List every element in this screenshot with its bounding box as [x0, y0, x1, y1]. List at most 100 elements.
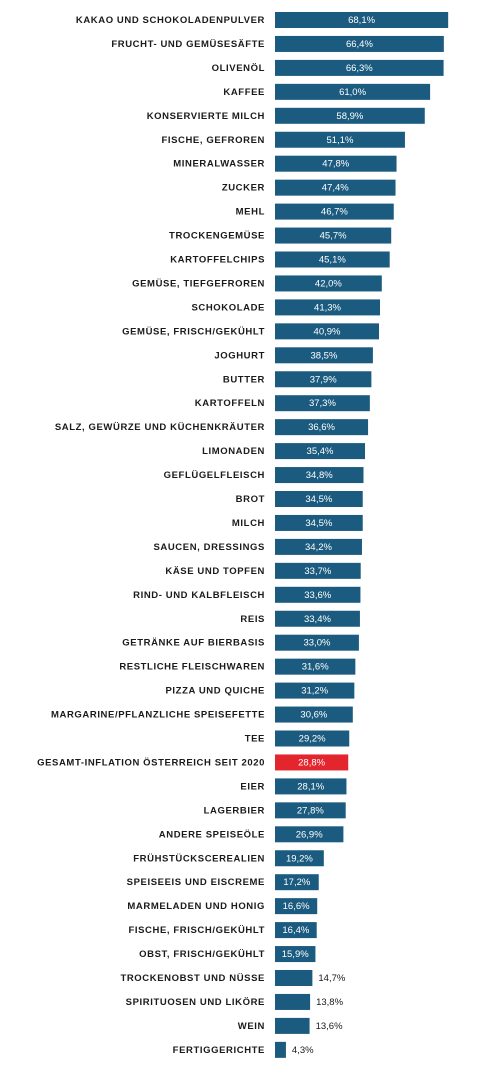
value-label: 42,0%	[315, 278, 342, 289]
value-label: 14,7%	[318, 973, 345, 984]
category-label: GEFLÜGELFLEISCH	[164, 470, 265, 481]
bar	[275, 443, 366, 460]
value-label: 4,3%	[292, 1045, 314, 1056]
category-label: FRÜHSTÜCKSCEREALIEN	[133, 853, 265, 864]
category-label: OLIVENÖL	[212, 63, 265, 74]
bar	[275, 491, 363, 507]
category-label: PIZZA UND QUICHE	[166, 686, 266, 697]
bar	[275, 826, 344, 843]
category-label: FISCHE, FRISCH/GEKÜHLT	[128, 925, 265, 936]
bar	[275, 203, 394, 220]
bar	[275, 514, 363, 531]
bar	[275, 227, 392, 244]
bar	[275, 35, 444, 52]
category-label: FERTIGGERICHTE	[173, 1045, 265, 1056]
bar	[275, 179, 396, 196]
bar	[275, 850, 324, 867]
bar	[275, 730, 350, 747]
value-label: 61,0%	[339, 87, 366, 98]
bar	[275, 586, 361, 603]
value-label: 46,7%	[321, 207, 348, 218]
bar	[275, 634, 359, 651]
value-label: 58,9%	[336, 111, 363, 122]
category-label: WEIN	[238, 1021, 265, 1032]
bar	[275, 562, 361, 579]
value-label: 68,1%	[348, 15, 375, 26]
bar	[275, 658, 356, 675]
category-label: BROT	[236, 494, 265, 505]
value-label: 47,8%	[322, 159, 349, 170]
value-label: 15,9%	[282, 949, 309, 960]
bar	[275, 83, 431, 100]
bar	[275, 59, 444, 76]
value-label: 31,6%	[302, 662, 329, 673]
value-label: 28,8%	[298, 757, 325, 768]
category-label: RESTLICHE FLEISCHWAREN	[119, 662, 265, 673]
category-label: BUTTER	[223, 374, 265, 385]
value-label: 29,2%	[299, 734, 326, 745]
category-label: MEHL	[236, 207, 265, 218]
value-label: 33,7%	[304, 566, 331, 577]
category-label: GESAMT-INFLATION ÖSTERREICH SEIT 2020	[37, 757, 265, 768]
category-label: KAKAO UND SCHOKOLADENPULVER	[76, 15, 265, 26]
value-label: 34,5%	[305, 494, 332, 505]
value-label: 51,1%	[327, 135, 354, 146]
category-label: MARMELADEN UND HONIG	[127, 901, 265, 912]
bar	[275, 682, 355, 699]
value-label: 13,8%	[316, 997, 343, 1008]
value-label: 13,6%	[316, 1021, 343, 1032]
category-label: SAUCEN, DRESSINGS	[153, 542, 265, 553]
value-label: 37,3%	[309, 398, 336, 409]
value-label: 35,4%	[307, 446, 334, 457]
bar	[275, 347, 373, 364]
value-label: 16,6%	[283, 901, 310, 912]
bar	[275, 12, 449, 28]
value-label: 33,0%	[303, 638, 330, 649]
category-label: REIS	[240, 614, 265, 625]
value-label: 40,9%	[314, 326, 341, 337]
category-label: KARTOFFELN	[195, 398, 265, 409]
category-label: JOGHURT	[214, 350, 265, 361]
bar	[275, 922, 317, 939]
category-label: MINERALWASSER	[173, 159, 265, 170]
bar	[275, 107, 425, 124]
category-label: OBST, FRISCH/GEKÜHLT	[139, 949, 265, 960]
bar	[275, 706, 353, 723]
category-label: EIER	[240, 781, 265, 792]
category-label: GETRÄNKE AUF BIERBASIS	[122, 638, 265, 649]
value-label: 16,4%	[282, 925, 309, 936]
bar	[275, 467, 364, 484]
bar	[275, 898, 318, 915]
category-label: SCHOKOLADE	[191, 302, 265, 313]
bar	[275, 970, 313, 986]
category-label: TEE	[245, 734, 265, 745]
bar	[275, 993, 311, 1010]
value-label: 45,7%	[320, 231, 347, 242]
category-label: MILCH	[232, 518, 265, 529]
category-label: TROCKENGEMÜSE	[169, 231, 265, 242]
value-label: 31,2%	[301, 686, 328, 697]
bar	[275, 371, 372, 388]
bar	[275, 299, 381, 316]
value-label: 26,9%	[296, 829, 323, 840]
bar	[275, 754, 349, 771]
value-label: 37,9%	[310, 374, 337, 385]
bar	[275, 323, 380, 340]
category-label: ANDERE SPEISEÖLE	[159, 829, 265, 840]
bar	[275, 155, 397, 172]
category-label: LAGERBIER	[204, 805, 265, 816]
value-label: 27,8%	[297, 805, 324, 816]
bar	[275, 251, 390, 268]
bar	[275, 778, 347, 795]
value-label: 34,8%	[306, 470, 333, 481]
value-label: 36,6%	[308, 422, 335, 433]
value-label: 34,5%	[305, 518, 332, 529]
category-label: GEMÜSE, FRISCH/GEKÜHLT	[122, 326, 265, 337]
bar	[275, 874, 319, 891]
category-label: KONSERVIERTE MILCH	[147, 111, 265, 122]
category-label: SALZ, GEWÜRZE UND KÜCHENKRÄUTER	[55, 422, 265, 433]
value-label: 33,4%	[304, 614, 331, 625]
value-label: 41,3%	[314, 302, 341, 313]
value-label: 30,6%	[300, 710, 327, 721]
